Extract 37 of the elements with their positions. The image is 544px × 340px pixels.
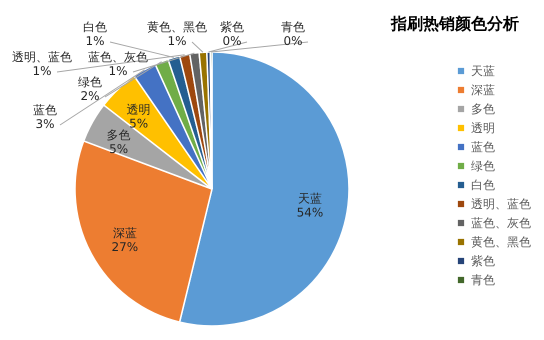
data-label: 54% [296, 206, 324, 220]
slice-label: 透明、蓝色 [12, 50, 72, 64]
legend-label: 蓝色、灰色 [471, 216, 531, 230]
data-label: 27% [111, 240, 138, 254]
legend-label: 黄色、黑色 [471, 235, 531, 249]
legend-label: 青色 [471, 273, 495, 287]
chart-title: 指刷热销颜色分析 [390, 14, 519, 33]
legend-label: 深蓝 [471, 83, 495, 97]
slice-label: 多色 [106, 128, 131, 142]
legend-label: 多色 [471, 102, 495, 116]
legend-label: 绿色 [471, 159, 495, 173]
data-label: 1% [108, 64, 128, 78]
data-label: 1% [85, 34, 105, 48]
slice-label: 白色 [83, 20, 107, 34]
slice-label: 透明 [126, 102, 151, 116]
slice-label: 深蓝 [112, 226, 137, 240]
data-label: 0% [283, 34, 303, 48]
slice-label: 绿色 [78, 75, 102, 89]
legend-label: 白色 [471, 178, 495, 192]
data-label: 5% [129, 116, 148, 130]
slice-label: 蓝色 [33, 103, 57, 117]
data-label: 5% [109, 142, 128, 156]
legend-label: 透明、蓝色 [471, 197, 531, 211]
legend-label: 天蓝 [471, 64, 495, 78]
data-label: 2% [80, 89, 100, 103]
legend-label: 紫色 [471, 254, 495, 268]
data-label: 1% [32, 64, 52, 78]
slice-label: 蓝色、灰色 [88, 50, 148, 64]
data-label: 0% [222, 34, 242, 48]
data-label: 1% [167, 34, 187, 48]
slice-label: 青色 [281, 20, 305, 34]
legend-label: 透明 [471, 121, 495, 135]
data-label: 3% [35, 117, 55, 131]
legend-label: 蓝色 [471, 140, 495, 154]
slice-label: 天蓝 [298, 192, 322, 206]
slice-label: 黄色、黑色 [147, 20, 207, 34]
slice-label: 紫色 [220, 20, 244, 34]
